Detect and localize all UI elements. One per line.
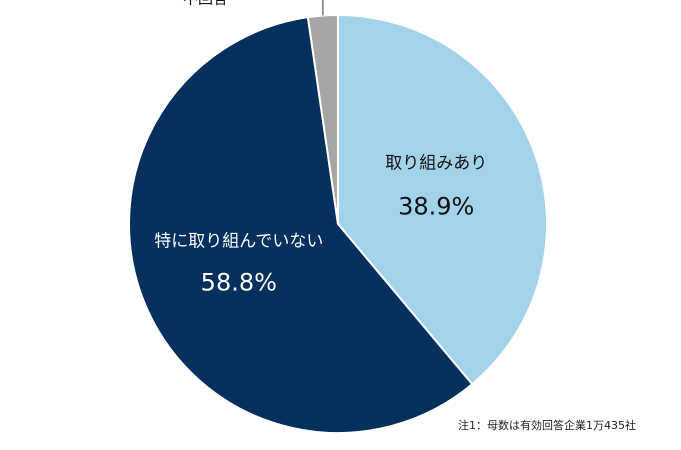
slice-value: 58.8% — [201, 268, 277, 296]
leader-line — [322, 0, 324, 16]
pie-slices — [128, 13, 548, 434]
slice-value: 38.9% — [398, 192, 474, 220]
pie-labels: 取り組みあり 38.9% 特に取り組んでいない 58.8% 不回答 — [154, 0, 487, 296]
slice-label: 不回答 — [183, 0, 228, 8]
slice-label: 特に取り組んでいない — [154, 231, 323, 251]
pie-slice — [306, 13, 339, 225]
footnote: 注1：母数は有効回答企業1万435社 — [458, 419, 636, 432]
slice-label: 取り組みあり — [385, 153, 487, 173]
pie-slice — [337, 13, 548, 386]
pie-slice — [128, 16, 474, 434]
